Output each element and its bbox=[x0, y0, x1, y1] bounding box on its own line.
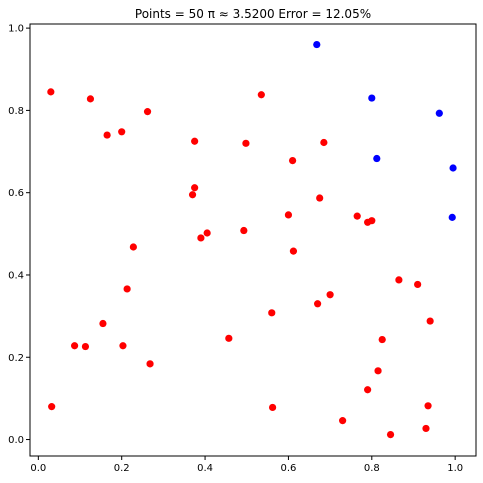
data-point bbox=[435, 109, 443, 117]
data-point bbox=[191, 184, 199, 192]
data-point bbox=[197, 234, 205, 242]
data-point bbox=[119, 342, 127, 350]
data-point bbox=[129, 243, 137, 251]
x-tick-label: 1.0 bbox=[447, 463, 463, 474]
data-point bbox=[316, 194, 324, 202]
series-1 bbox=[313, 40, 457, 221]
data-point bbox=[368, 217, 376, 225]
data-point bbox=[314, 300, 322, 308]
data-point bbox=[424, 402, 432, 410]
data-point bbox=[374, 367, 382, 375]
x-tick-label: 0.2 bbox=[114, 463, 130, 474]
data-point bbox=[320, 138, 328, 147]
data-point bbox=[118, 128, 126, 136]
data-point bbox=[395, 276, 403, 284]
series-0 bbox=[47, 88, 434, 439]
data-point bbox=[426, 317, 434, 325]
data-point bbox=[123, 285, 131, 293]
x-tick-label: 0.0 bbox=[30, 463, 46, 474]
data-point bbox=[86, 95, 95, 103]
data-point bbox=[48, 403, 56, 411]
data-point bbox=[326, 291, 334, 299]
y-tick-label: 0.0 bbox=[8, 435, 24, 446]
data-point bbox=[313, 40, 321, 49]
data-point bbox=[240, 226, 248, 235]
data-point bbox=[191, 137, 199, 145]
data-point bbox=[368, 94, 376, 102]
data-point bbox=[449, 164, 457, 172]
data-point bbox=[288, 156, 297, 165]
ticks-layer: 0.0 0.2 0.4 0.6 0.8 1.0 0.0 0.2 0.4 0.6 0.8 1.0 bbox=[8, 24, 463, 474]
y-tick-label: 1.0 bbox=[8, 24, 24, 35]
data-point bbox=[47, 88, 55, 96]
data-point bbox=[103, 131, 111, 139]
y-tick-label: 0.2 bbox=[8, 353, 24, 364]
data-point bbox=[414, 280, 422, 289]
x-tick-label: 0.6 bbox=[280, 463, 296, 474]
data-point bbox=[225, 334, 233, 342]
points-layer bbox=[47, 40, 457, 439]
data-point bbox=[99, 319, 107, 328]
data-point bbox=[188, 191, 197, 199]
data-point bbox=[203, 229, 211, 237]
data-point bbox=[339, 417, 347, 425]
data-point bbox=[146, 360, 154, 368]
data-point bbox=[422, 424, 430, 433]
data-point bbox=[364, 386, 372, 394]
data-point bbox=[284, 211, 293, 219]
data-point bbox=[257, 91, 265, 99]
data-point bbox=[71, 342, 79, 350]
plot-frame bbox=[29, 23, 477, 457]
data-point bbox=[268, 309, 276, 317]
data-point bbox=[353, 212, 361, 220]
y-tick-label: 0.4 bbox=[8, 270, 24, 281]
data-point bbox=[268, 403, 277, 412]
data-point bbox=[143, 108, 152, 116]
chart-title: Points = 50 π ≈ 3.5200 Error = 12.05% bbox=[135, 7, 371, 21]
data-point bbox=[386, 431, 395, 439]
y-tick-label: 0.6 bbox=[8, 188, 24, 199]
x-tick-label: 0.8 bbox=[364, 463, 380, 474]
y-tick-label: 0.8 bbox=[8, 106, 24, 117]
data-point bbox=[448, 213, 456, 221]
data-point bbox=[81, 342, 90, 351]
data-point bbox=[373, 154, 381, 163]
x-tick-label: 0.4 bbox=[197, 463, 213, 474]
data-point bbox=[289, 247, 298, 255]
data-point bbox=[378, 335, 386, 344]
data-point bbox=[242, 139, 250, 147]
